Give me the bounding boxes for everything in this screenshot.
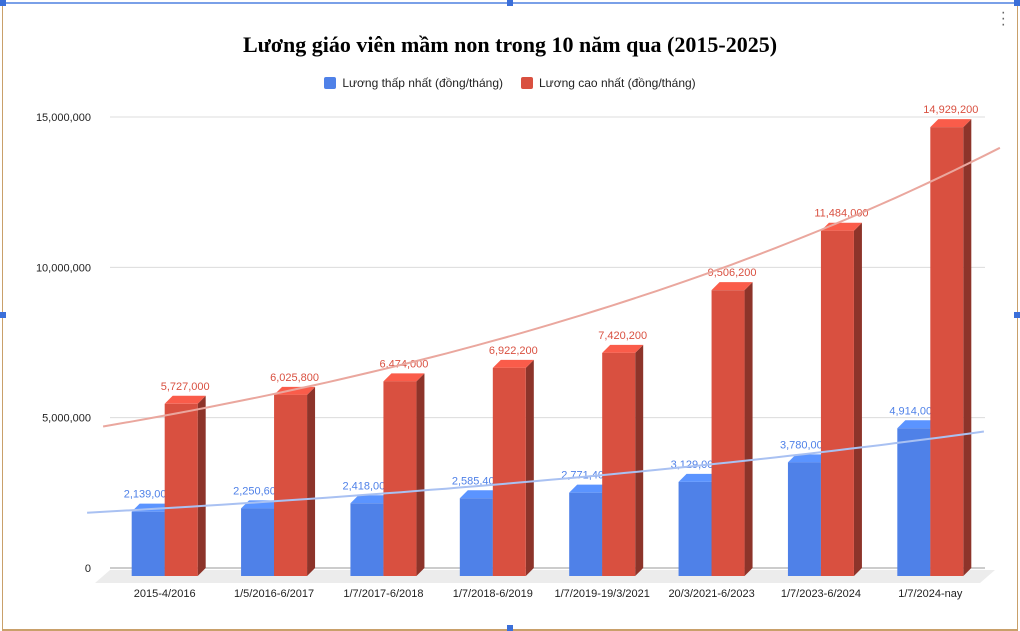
data-label: 2,250,600 — [233, 485, 282, 497]
bar — [492, 367, 526, 576]
legend-swatch — [324, 77, 337, 89]
bar-side — [307, 386, 316, 576]
bar — [131, 511, 165, 576]
data-label: 9,506,200 — [708, 267, 757, 279]
data-label: 2,418,000 — [342, 480, 391, 492]
bar-side — [635, 344, 644, 576]
trendline — [87, 430, 985, 514]
bar — [820, 230, 854, 576]
chart-floor — [95, 570, 995, 583]
bar-top — [602, 344, 644, 353]
resize-handle[interactable] — [0, 0, 6, 6]
bar — [897, 428, 931, 576]
x-tick-label: 1/7/2019-19/3/2021 — [554, 588, 649, 600]
data-label: 2,139,000 — [124, 489, 173, 501]
trendline — [102, 146, 1001, 428]
data-label: 6,922,200 — [489, 345, 538, 357]
bar-top — [569, 484, 611, 493]
bar — [602, 352, 636, 576]
legend-item-max: Lương cao nhất (đồng/tháng) — [521, 76, 696, 90]
bar-side — [416, 373, 425, 576]
x-tick-label: 1/7/2023-6/2024 — [781, 588, 861, 600]
bar-top — [787, 454, 829, 463]
data-label: 4,914,000 — [889, 405, 938, 417]
bar — [350, 503, 384, 576]
bar-top — [711, 282, 753, 291]
y-tick-label: 0 — [85, 563, 91, 575]
data-label: 11,484,000 — [814, 208, 868, 220]
x-tick-label: 1/5/2016-6/2017 — [234, 588, 314, 600]
bar-top — [383, 373, 425, 382]
bar-side — [853, 222, 862, 576]
bar-top — [678, 473, 720, 482]
data-label: 7,420,200 — [598, 330, 647, 342]
legend-item-min: Lương thấp nhất (đồng/tháng) — [324, 76, 503, 90]
data-label: 3,780,000 — [780, 439, 829, 451]
bar — [930, 127, 964, 576]
legend-swatch — [521, 77, 533, 89]
data-label: 6,025,800 — [270, 372, 319, 384]
bar-top — [492, 359, 534, 368]
bar-top — [897, 420, 939, 429]
bar — [459, 498, 493, 576]
y-tick-label: 10,000,000 — [36, 262, 91, 274]
legend-label: Lương cao nhất (đồng/tháng) — [539, 76, 696, 90]
bar-top — [350, 495, 392, 504]
legend: Lương thấp nhất (đồng/tháng) Lương cao n… — [0, 76, 1020, 90]
chart-title: Lương giáo viên mầm non trong 10 năm qua… — [242, 32, 778, 57]
bar-side — [197, 395, 206, 576]
data-label: 5,727,000 — [161, 381, 210, 393]
bar-top — [164, 395, 206, 404]
x-tick-label: 2015-4/2016 — [134, 588, 196, 600]
bar — [569, 492, 603, 576]
resize-handle[interactable] — [1014, 0, 1020, 6]
bar — [787, 462, 821, 576]
bar — [241, 508, 275, 576]
bar — [164, 403, 198, 576]
resize-handle[interactable] — [507, 0, 513, 6]
bar — [678, 481, 712, 576]
x-tick-label: 1/7/2017-6/2018 — [343, 588, 423, 600]
bar-side — [744, 282, 753, 576]
bar-top — [459, 490, 501, 499]
bar-side — [525, 359, 534, 576]
bar — [274, 394, 308, 576]
data-label: 14,929,200 — [923, 104, 978, 116]
y-tick-label: 5,000,000 — [42, 413, 91, 425]
bar — [383, 381, 417, 576]
bar-side — [963, 119, 972, 576]
x-tick-label: 1/7/2024-nay — [898, 588, 963, 600]
y-tick-label: 15,000,000 — [36, 112, 91, 124]
legend-label: Lương thấp nhất (đồng/tháng) — [342, 76, 503, 90]
resize-handle[interactable] — [1014, 312, 1020, 318]
resize-handle[interactable] — [0, 312, 6, 318]
bar-top — [274, 386, 316, 395]
bar — [711, 290, 745, 576]
bar-top — [930, 119, 972, 128]
resize-handle[interactable] — [507, 625, 513, 631]
more-options-icon[interactable]: · · · — [1000, 4, 1006, 33]
x-tick-label: 1/7/2018-6/2019 — [453, 588, 533, 600]
x-tick-label: 20/3/2021-6/2023 — [668, 588, 754, 600]
